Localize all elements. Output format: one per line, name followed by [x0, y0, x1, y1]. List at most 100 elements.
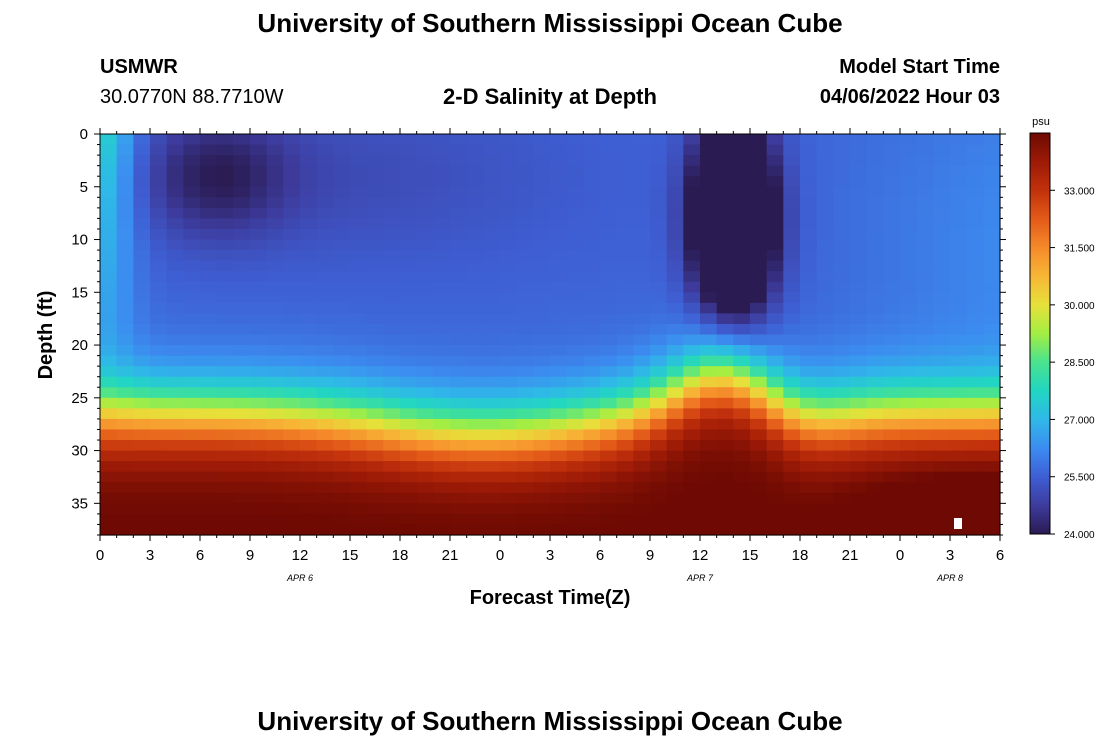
heatmap-cell [216, 334, 234, 346]
heatmap-cell [316, 450, 334, 462]
heatmap-cell [516, 260, 534, 272]
heatmap-cell [816, 207, 834, 220]
small-marker [954, 518, 962, 529]
heatmap-cell [700, 471, 718, 483]
heatmap-cell [316, 271, 334, 283]
heatmap-cell [833, 471, 851, 483]
heatmap-cell [250, 313, 268, 325]
heatmap-cell [783, 408, 801, 420]
heatmap-cell [266, 482, 284, 494]
heatmap-cell [500, 387, 518, 399]
heatmap-cell [533, 408, 551, 420]
heatmap-cell [150, 228, 168, 241]
heatmap-cell [333, 281, 351, 293]
heatmap-cell [266, 503, 284, 515]
heatmap-cell [250, 345, 268, 357]
heatmap-cell [500, 513, 518, 526]
heatmap-cell [966, 387, 984, 399]
heatmap-cell [366, 492, 384, 504]
heatmap-cell [300, 165, 318, 177]
heatmap-cell [833, 408, 851, 420]
heatmap-cell [533, 397, 551, 409]
heatmap-cell [733, 281, 751, 293]
heatmap-cell [666, 471, 684, 483]
heatmap-cell [366, 387, 384, 399]
heatmap-cell [600, 218, 618, 230]
heatmap-cell [800, 387, 818, 399]
heatmap-cell [250, 408, 268, 420]
heatmap-cell [950, 250, 968, 262]
heatmap-cell [216, 471, 234, 483]
heatmap-cell [466, 376, 484, 388]
heatmap-cell [583, 197, 601, 209]
heatmap-cell [533, 387, 551, 399]
heatmap-cell [200, 461, 218, 473]
heatmap-cell [783, 260, 801, 272]
heatmap-cell [466, 176, 484, 188]
heatmap-cell [783, 376, 801, 388]
heatmap-cell [483, 218, 501, 230]
x-tick-label: 21 [442, 547, 459, 564]
heatmap-cell [666, 302, 684, 314]
heatmap-cell [750, 418, 768, 431]
heatmap-cell [333, 492, 351, 504]
heatmap-cell [750, 461, 768, 473]
heatmap-cell [316, 503, 334, 515]
heatmap-cell [333, 176, 351, 188]
heatmap-cell [933, 165, 951, 177]
heatmap-cell [483, 345, 501, 357]
heatmap-cell [633, 197, 651, 209]
heatmap-cell [733, 165, 751, 177]
heatmap-cell [400, 228, 418, 241]
heatmap-cell [983, 503, 1001, 515]
heatmap-cell [600, 366, 618, 378]
heatmap-cell [333, 408, 351, 420]
heatmap-cell [233, 376, 251, 388]
heatmap-cell [483, 313, 501, 325]
heatmap-cell [866, 429, 884, 441]
heatmap-cell [600, 471, 618, 483]
heatmap-cell [616, 144, 634, 156]
heatmap-cell [116, 429, 134, 441]
heatmap-cell [533, 260, 551, 272]
heatmap-cell [983, 197, 1001, 209]
heatmap-cell [333, 260, 351, 272]
heatmap-cell [533, 503, 551, 515]
heatmap-cell [900, 355, 918, 367]
heatmap-cell [483, 197, 501, 209]
heatmap-cell [700, 239, 718, 251]
heatmap-cell [266, 134, 284, 146]
heatmap-cell [316, 292, 334, 304]
heatmap-cell [850, 513, 868, 526]
heatmap-cell [166, 387, 184, 399]
heatmap-cell [516, 429, 534, 441]
heatmap-cell [850, 302, 868, 314]
heatmap-cell [183, 250, 201, 262]
heatmap-cell [833, 376, 851, 388]
heatmap-cell [766, 176, 784, 188]
heatmap-cell [433, 134, 451, 146]
heatmap-cell [816, 503, 834, 515]
heatmap-cell [433, 228, 451, 241]
heatmap-cell [733, 134, 751, 146]
heatmap-cell [816, 155, 834, 167]
heatmap-cell [600, 387, 618, 399]
heatmap-cell [650, 503, 668, 515]
heatmap-cell [416, 482, 434, 494]
heatmap-cell [850, 355, 868, 367]
heatmap-cell [816, 513, 834, 526]
heatmap-cell [350, 355, 368, 367]
heatmap-cell [700, 503, 718, 515]
heatmap-cell [700, 134, 718, 146]
heatmap-cell [200, 397, 218, 409]
heatmap-cell [150, 186, 168, 198]
heatmap-cell [216, 302, 234, 314]
heatmap-cell [150, 281, 168, 293]
heatmap-cell [166, 513, 184, 526]
heatmap-cell [933, 228, 951, 241]
y-tick-label: 0 [80, 126, 88, 143]
heatmap-cell [900, 376, 918, 388]
heatmap-cell [183, 461, 201, 473]
heatmap-cell [766, 302, 784, 314]
heatmap-cell [766, 334, 784, 346]
